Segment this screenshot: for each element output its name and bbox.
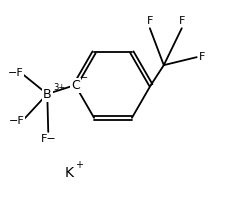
Text: −: −	[80, 74, 88, 83]
Text: K: K	[64, 166, 73, 180]
Text: B: B	[43, 87, 51, 101]
Text: C: C	[70, 79, 79, 92]
Text: −F: −F	[9, 116, 24, 126]
Text: F: F	[146, 16, 152, 26]
Text: 3+: 3+	[53, 83, 65, 93]
Text: +: +	[75, 160, 83, 170]
Text: −F: −F	[8, 68, 23, 78]
Text: F: F	[178, 16, 184, 26]
Text: F−: F−	[40, 134, 56, 144]
Text: F: F	[198, 52, 204, 62]
